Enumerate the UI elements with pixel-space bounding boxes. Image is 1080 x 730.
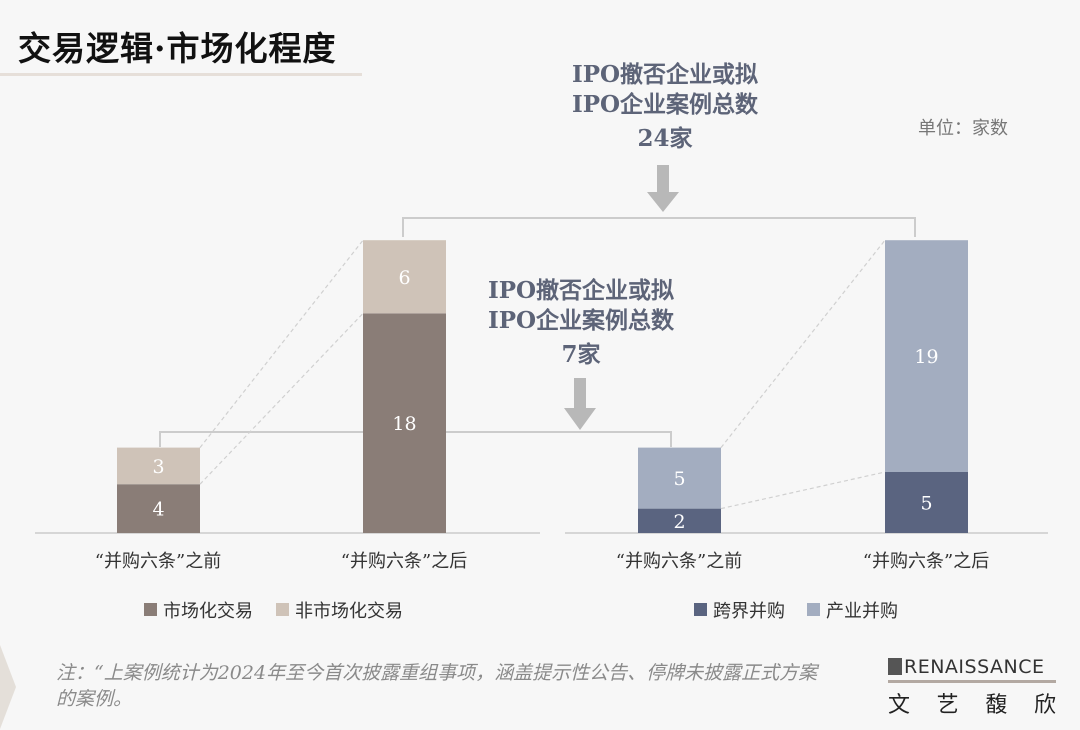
bar-segment (638, 447, 721, 509)
connector-line (720, 239, 886, 448)
bar-segment (117, 484, 200, 533)
data-label: 18 (392, 413, 416, 435)
data-label: 5 (673, 468, 685, 490)
legend-label: 市场化交易 (163, 601, 253, 622)
connector-line (720, 471, 886, 510)
legend-swatch-industry (807, 603, 820, 616)
bar-segment (885, 472, 968, 533)
legend-swatch-market (144, 603, 157, 616)
logo-mark-icon (888, 658, 902, 675)
footnote: 注：“上案例统计为2024年至今首次披露重组事项，涵盖提示性公告、停牌未披露正式… (56, 662, 818, 710)
connector-line (199, 239, 364, 448)
annotation-top-line2: IPO企业案例总数 (571, 91, 759, 118)
logo: RENAISSANCE 文艺馥欣 (888, 656, 1056, 719)
data-label: 4 (152, 499, 164, 521)
bar-segment (117, 447, 200, 485)
note-marker (0, 645, 16, 729)
legend-swatch-crossborder (694, 603, 707, 616)
legend-label: 产业并购 (826, 601, 898, 622)
data-label: 2 (673, 511, 685, 533)
annotation-top-line1: IPO撤否企业或拟 (571, 61, 759, 88)
arrow-down-icon (647, 165, 679, 212)
data-label: 3 (152, 456, 164, 478)
x-tick-label: “并购六条”之后 (341, 551, 467, 572)
bracket-top (402, 217, 916, 237)
bar-segment (638, 508, 721, 533)
connector-line (199, 312, 364, 485)
page-title: 交易逻辑·市场化程度 (18, 29, 337, 68)
annotation-top-total: 24家 (637, 125, 693, 152)
arrow-down-icon (564, 378, 596, 430)
data-label: 5 (920, 493, 932, 515)
legend-label: 非市场化交易 (295, 601, 403, 622)
unit-label: 单位：家数 (918, 118, 1008, 139)
x-tick-label: “并购六条”之后 (863, 551, 989, 572)
x-tick-label: “并购六条”之前 (95, 551, 221, 572)
annotation-middle-line2: IPO企业案例总数 (487, 307, 675, 334)
annotation-middle: IPO撤否企业或拟 IPO企业案例总数 7家 (456, 276, 706, 370)
legend-swatch-nonmarket (276, 603, 289, 616)
bar-segment (363, 240, 446, 314)
annotation-top: IPO撤否企业或拟 IPO企业案例总数 24家 (540, 60, 790, 154)
x-tick-label: “并购六条”之前 (616, 551, 742, 572)
data-label: 19 (914, 346, 938, 368)
annotation-middle-total: 7家 (561, 341, 601, 368)
legend-label: 跨界并购 (713, 601, 785, 622)
annotation-middle-line1: IPO撤否企业或拟 (487, 277, 675, 304)
logo-cn: 文艺馥欣 (888, 693, 1056, 718)
bar-segment (885, 240, 968, 472)
title-underline (0, 73, 362, 76)
logo-en: RENAISSANCE (904, 656, 1045, 678)
data-label: 6 (398, 267, 410, 289)
bar-segment (363, 313, 446, 533)
